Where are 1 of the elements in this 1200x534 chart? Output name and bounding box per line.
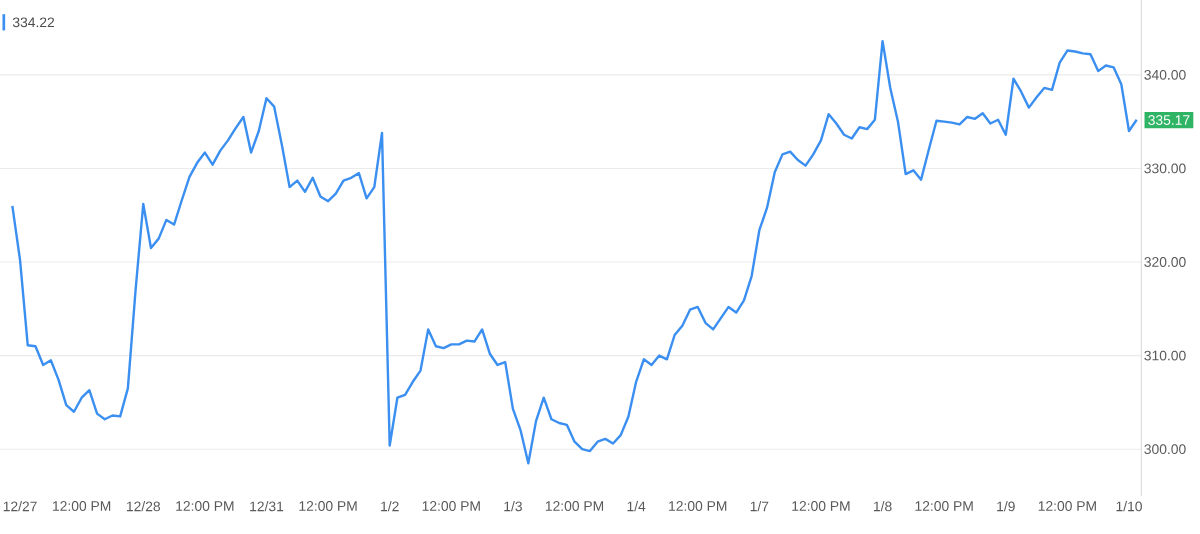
- line-series: [11, 39, 1138, 465]
